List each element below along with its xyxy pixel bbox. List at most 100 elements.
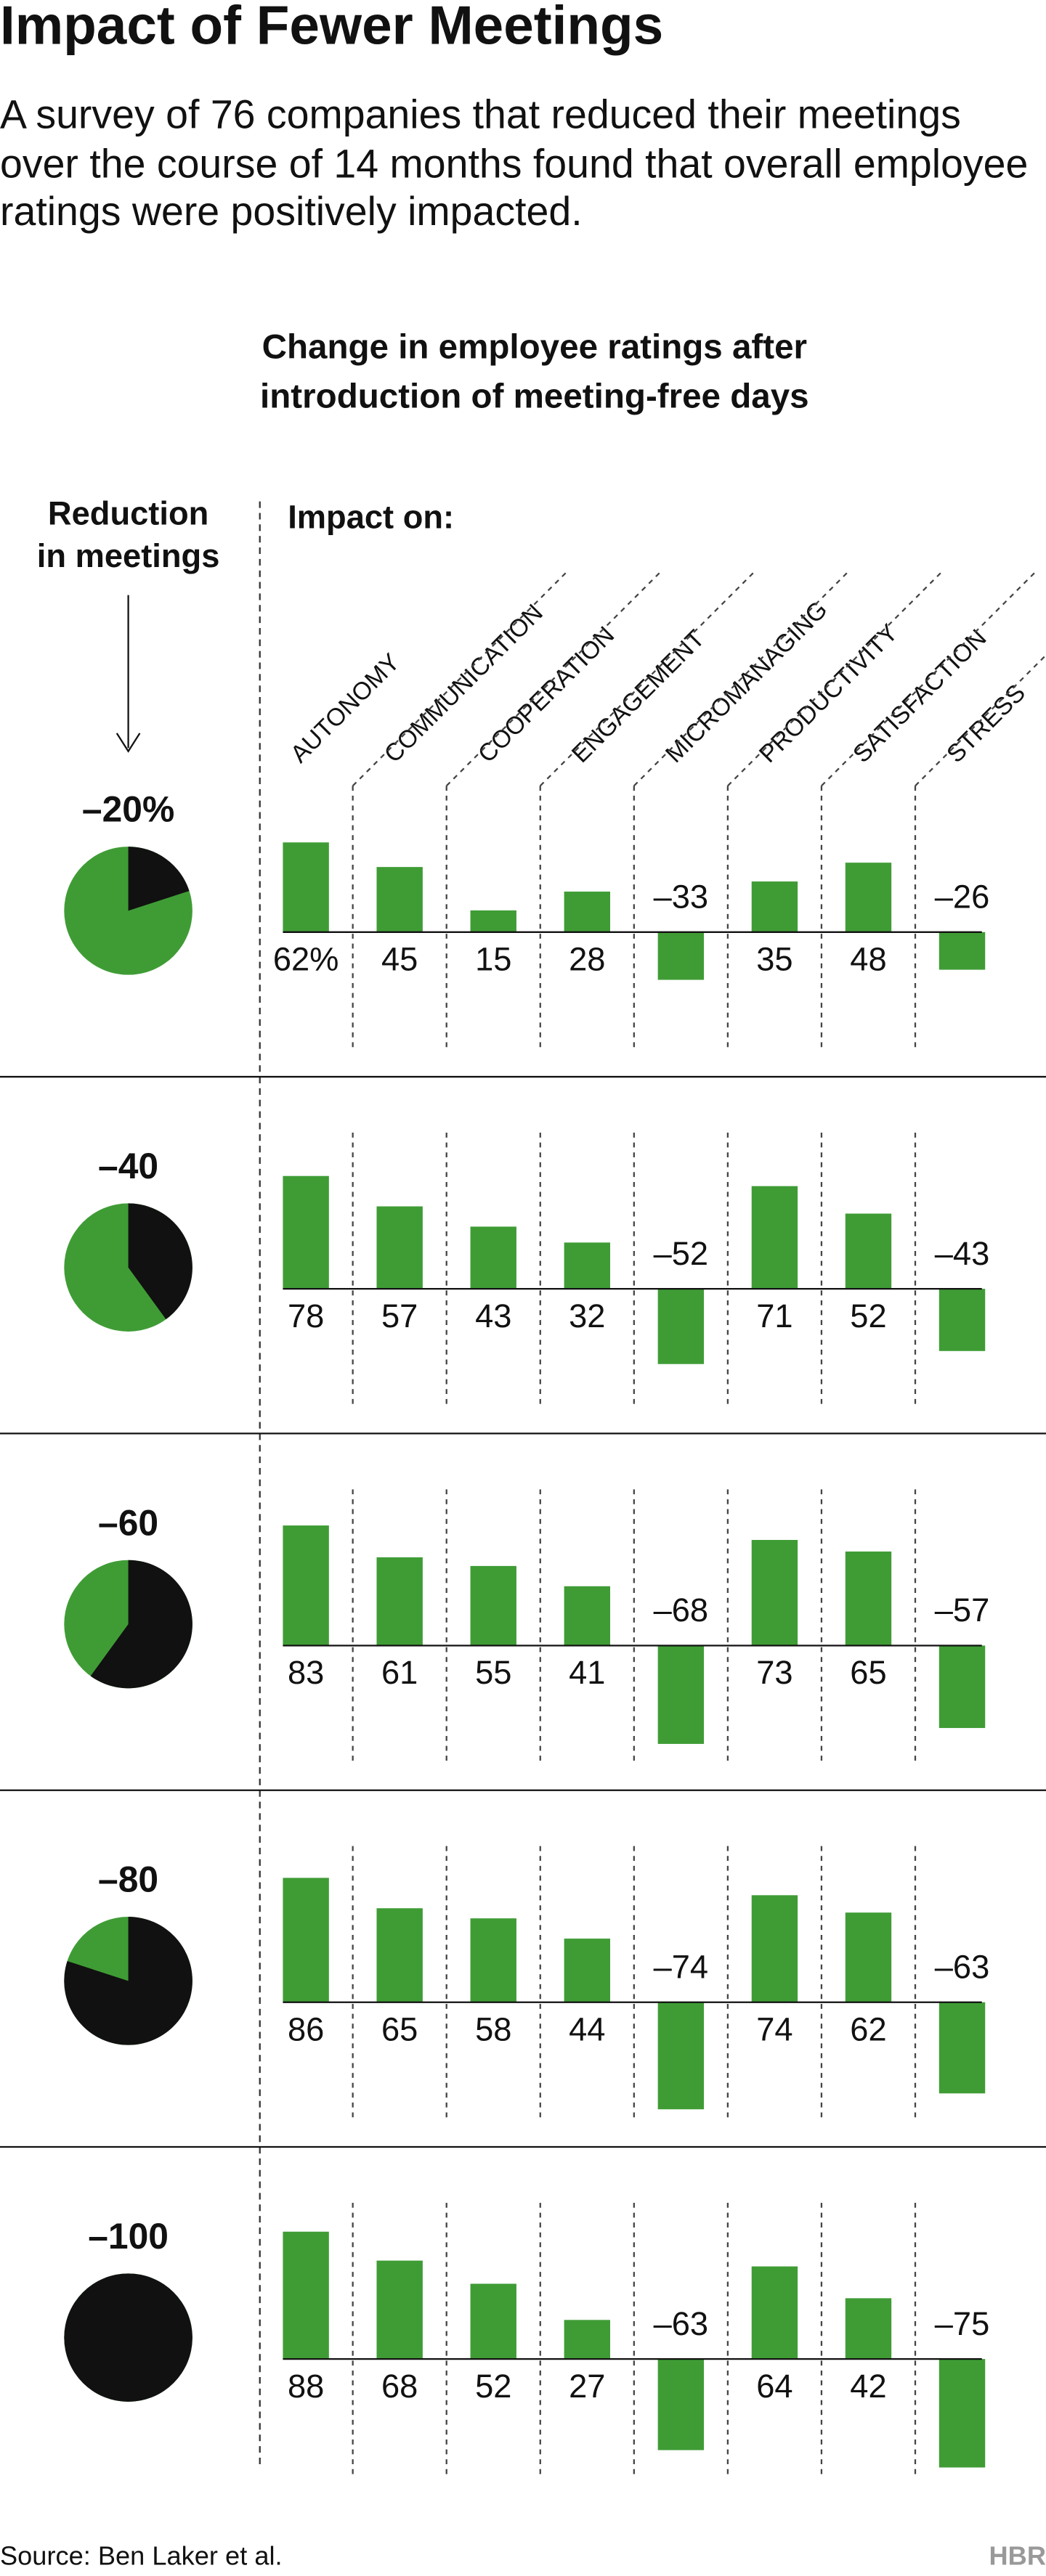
bar	[564, 1939, 610, 2002]
value-label: 64	[756, 2368, 792, 2405]
bar	[845, 863, 892, 932]
bar	[657, 1289, 705, 1364]
value-label: 73	[756, 1654, 792, 1691]
value-label: 62%	[273, 941, 339, 978]
bar	[564, 892, 610, 932]
value-label: 71	[756, 1297, 792, 1334]
pie-slice	[64, 2273, 192, 2402]
value-label: 28	[569, 941, 605, 978]
value-label: 57	[381, 1297, 418, 1334]
bar	[470, 910, 516, 932]
value-label: 41	[569, 1654, 605, 1691]
value-label: 32	[569, 1297, 605, 1334]
value-label: –52	[654, 1235, 709, 1272]
category-label: COMMUNICATION	[379, 599, 548, 768]
value-label: 52	[475, 2368, 511, 2405]
bar	[657, 2359, 705, 2450]
bar	[470, 2283, 516, 2360]
reduction-label: –40	[98, 1146, 158, 1186]
bar	[845, 2298, 892, 2360]
chart-title: Change in employee ratings after introdu…	[260, 328, 809, 416]
value-label: 58	[475, 2010, 511, 2047]
pie-slice	[90, 1560, 192, 1689]
bar	[376, 1557, 423, 1646]
bar	[470, 1918, 516, 2002]
bar	[283, 1878, 329, 2002]
value-label: 83	[288, 1654, 324, 1691]
header-dash	[445, 571, 661, 787]
bar	[938, 1289, 986, 1351]
value-label: 43	[475, 1297, 511, 1334]
reduction-label: –20%	[82, 789, 174, 830]
value-label: 65	[850, 1654, 886, 1691]
bar	[751, 881, 798, 932]
bar	[938, 932, 986, 970]
bar	[751, 1540, 798, 1646]
header-dash	[727, 571, 943, 787]
header-dash	[915, 653, 1046, 787]
value-label: 48	[850, 941, 886, 978]
bar	[657, 932, 705, 980]
source: Source: Ben Laker et al.	[0, 2541, 283, 2571]
bar	[845, 1912, 892, 2002]
value-label: 88	[288, 2368, 324, 2405]
bar	[376, 1206, 423, 1289]
value-label: 42	[850, 2368, 886, 2405]
value-label: –43	[935, 1235, 990, 1272]
bar	[376, 2260, 423, 2360]
brand: HBR	[989, 2541, 1046, 2571]
bar	[657, 1645, 705, 1744]
bar	[751, 1186, 798, 1289]
chart-title-box: Change in employee ratings after introdu…	[260, 328, 809, 416]
reduction-label: –100	[88, 2216, 169, 2257]
pie-slice	[64, 1917, 192, 2045]
value-label: 44	[569, 2010, 605, 2047]
bar	[376, 867, 423, 932]
value-label: 61	[381, 1654, 418, 1691]
value-label: –74	[654, 1948, 709, 1985]
arrow-head	[115, 733, 141, 753]
header-dash	[539, 571, 755, 787]
bar	[938, 1645, 986, 1729]
value-label: 62	[850, 2010, 886, 2047]
bar	[283, 842, 329, 932]
bar	[564, 2320, 610, 2360]
value-label: 52	[850, 1297, 886, 1334]
value-label: 74	[756, 2010, 792, 2047]
column-header: Impact on:	[288, 498, 454, 535]
bar	[751, 2266, 798, 2360]
bar	[376, 1908, 423, 2002]
value-label: 68	[381, 2368, 418, 2405]
bar	[938, 2359, 986, 2468]
pie-slice	[128, 1203, 192, 1320]
row-header: Reduction in meetings	[36, 496, 220, 576]
bar	[657, 2002, 705, 2110]
bar	[845, 1551, 892, 1646]
reduction-label: –80	[98, 1859, 158, 1900]
value-label: 35	[756, 941, 792, 978]
value-label: –33	[654, 878, 709, 915]
title: Impact of Fewer Meetings	[0, 0, 663, 56]
bar	[283, 2231, 329, 2360]
bar	[751, 1895, 798, 2002]
row-header-box: Reduction in meetings	[36, 496, 220, 576]
value-label: 78	[288, 1297, 324, 1334]
value-label: 27	[569, 2368, 605, 2405]
value-label: –26	[935, 878, 990, 915]
header-dash	[633, 571, 848, 787]
value-label: 55	[475, 1654, 511, 1691]
value-label: –63	[654, 2305, 709, 2342]
category-label: STRESS	[941, 679, 1031, 768]
bar	[283, 1175, 329, 1289]
bar	[283, 1525, 329, 1646]
header-dash	[352, 571, 567, 787]
bar	[470, 1565, 516, 1646]
value-label: 45	[381, 941, 418, 978]
value-label: –63	[935, 1948, 990, 1985]
bar	[564, 1586, 610, 1646]
bar	[845, 1213, 892, 1289]
category-label: MICROMANAGING	[660, 595, 833, 768]
header-dash	[821, 571, 1037, 787]
